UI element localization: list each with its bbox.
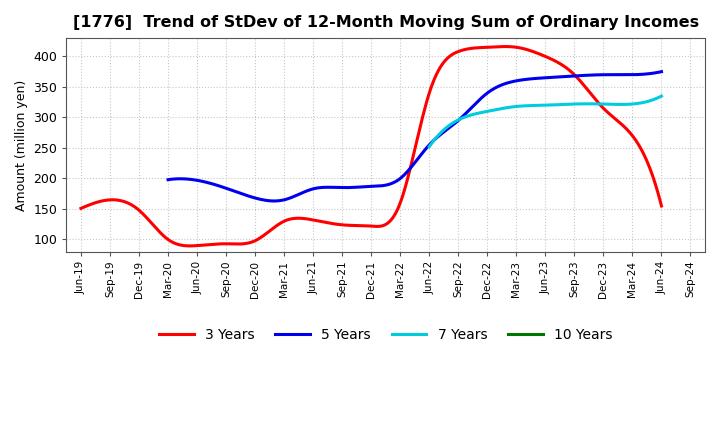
3 Years xyxy=(76,206,85,211)
3 Years xyxy=(434,68,443,73)
3 Years xyxy=(424,93,433,98)
3 Years xyxy=(422,99,431,105)
5 Years xyxy=(613,72,621,77)
Y-axis label: Amount (million yen): Amount (million yen) xyxy=(15,79,28,210)
7 Years xyxy=(425,144,433,149)
3 Years xyxy=(607,113,616,118)
7 Years xyxy=(563,102,572,107)
5 Years xyxy=(467,105,476,110)
5 Years xyxy=(581,73,590,78)
3 Years xyxy=(185,243,194,249)
3 Years xyxy=(500,44,508,49)
Line: 5 Years: 5 Years xyxy=(168,72,662,201)
Legend: 3 Years, 5 Years, 7 Years, 10 Years: 3 Years, 5 Years, 7 Years, 10 Years xyxy=(153,323,618,348)
5 Years xyxy=(163,177,172,182)
Line: 7 Years: 7 Years xyxy=(429,96,662,147)
7 Years xyxy=(635,100,644,106)
5 Years xyxy=(269,198,278,204)
Line: 3 Years: 3 Years xyxy=(81,47,662,246)
5 Years xyxy=(657,69,666,74)
7 Years xyxy=(562,102,571,107)
5 Years xyxy=(166,177,174,182)
5 Years xyxy=(457,115,466,120)
5 Years xyxy=(459,113,468,118)
3 Years xyxy=(657,203,666,209)
7 Years xyxy=(621,102,629,107)
3 Years xyxy=(78,205,87,210)
7 Years xyxy=(567,102,576,107)
7 Years xyxy=(657,93,666,99)
3 Years xyxy=(570,72,578,77)
7 Years xyxy=(426,143,434,148)
Title: [1776]  Trend of StDev of 12-Month Moving Sum of Ordinary Incomes: [1776] Trend of StDev of 12-Month Moving… xyxy=(73,15,699,30)
